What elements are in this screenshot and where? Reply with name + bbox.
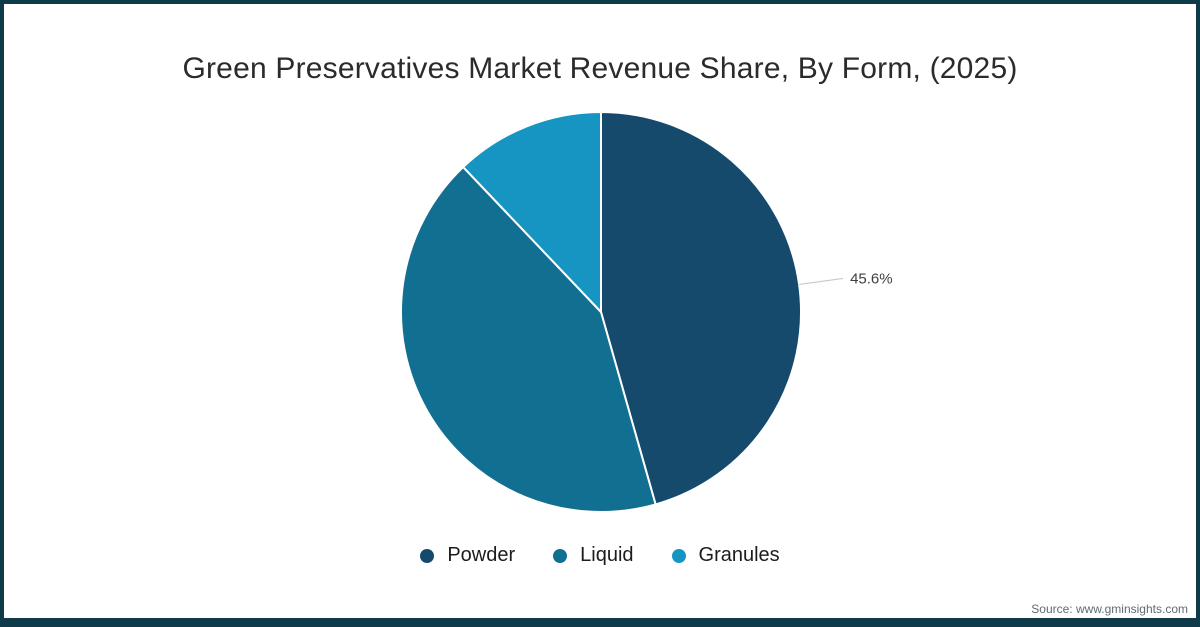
source-attribution: Source: www.gminsights.com	[1031, 602, 1188, 616]
pie-chart: 45.6%	[399, 111, 893, 513]
powder-label-leader-line	[799, 277, 844, 286]
legend: Powder Liquid Granules	[4, 544, 1196, 567]
pie-slice-powder[interactable]	[600, 111, 803, 506]
legend-item-granules[interactable]: Granules	[671, 544, 780, 567]
powder-share-label: 45.6%	[850, 270, 893, 287]
legend-label-liquid: Liquid	[580, 544, 634, 566]
legend-item-powder[interactable]: Powder	[420, 544, 515, 567]
legend-label-granules: Granules	[698, 544, 780, 566]
legend-label-powder: Powder	[447, 544, 516, 566]
pie-slices	[399, 111, 803, 513]
legend-item-liquid[interactable]: Liquid	[553, 544, 634, 567]
pie-slice-granules[interactable]	[462, 111, 602, 313]
chart-title: Green Preservatives Market Revenue Share…	[182, 52, 1018, 85]
powder-legend-dot-icon	[420, 548, 435, 563]
pie-slice-liquid[interactable]	[399, 166, 657, 513]
granules-legend-dot-icon	[671, 548, 686, 563]
liquid-legend-dot-icon	[553, 548, 568, 563]
